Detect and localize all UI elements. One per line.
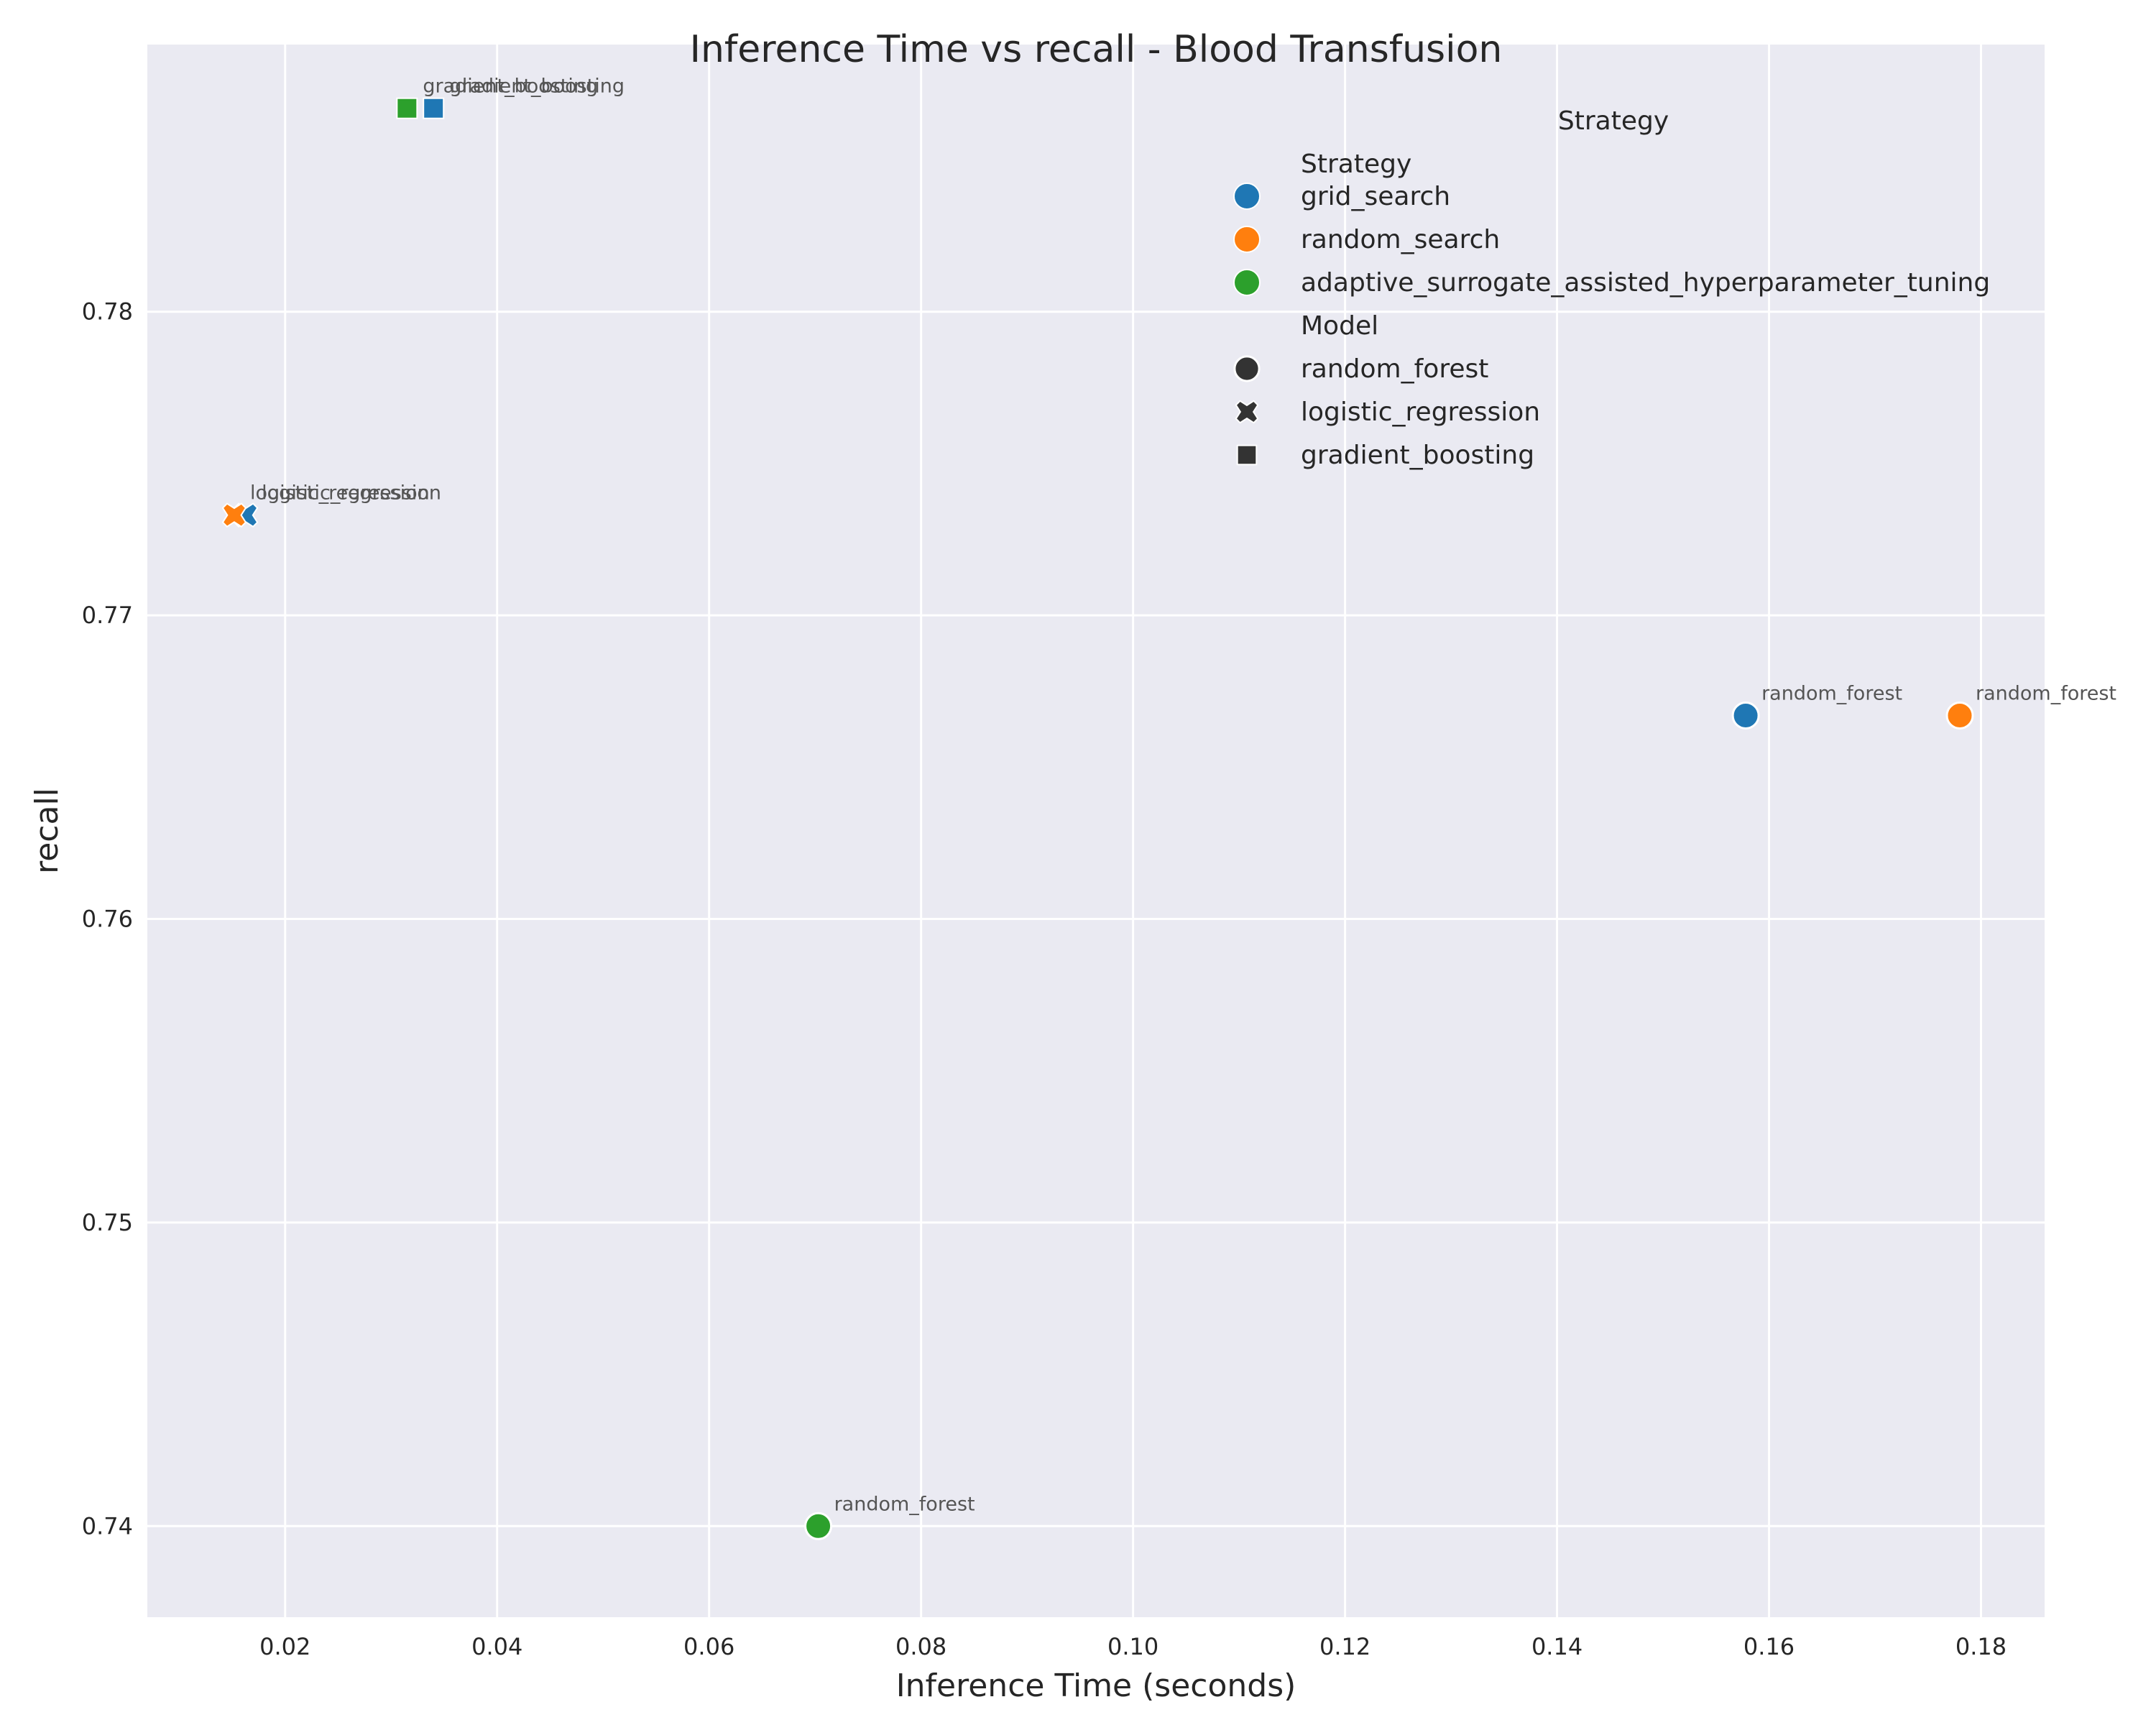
y-tick-label: 0.76	[82, 905, 133, 932]
y-tick-label: 0.77	[82, 602, 133, 629]
legend-model-marker	[1233, 355, 1261, 382]
annotation-layer: random_forest random_forestrandom_forestl…	[250, 75, 2116, 1516]
legend-title: Strategy	[1558, 106, 1669, 136]
legend: Strategy Strategy Model grid_searchrando…	[1233, 106, 1990, 470]
legend-model-marker	[1235, 400, 1259, 424]
data-point-random_forest	[1731, 701, 1760, 730]
legend-strategy-marker	[1233, 183, 1261, 210]
tick-layer: 0.02 0.04 0.06 0.08 0.10 0.12 0.14 0.16 0.18 0.74…	[82, 298, 2007, 1660]
data-point-random_forest	[1945, 701, 1974, 730]
x-tick-label: 0.18	[1955, 1633, 2007, 1660]
legend-model-header: Model	[1301, 311, 1378, 341]
point-label: random_forest	[1976, 682, 2116, 704]
point-label: gradient_boosting	[449, 75, 625, 98]
y-tick-label: 0.74	[82, 1512, 133, 1540]
y-tick-label: 0.75	[82, 1209, 133, 1236]
legend-model-label: random_forest	[1301, 354, 1488, 384]
y-tick-label: 0.78	[82, 298, 133, 326]
x-tick-label: 0.16	[1743, 1633, 1795, 1660]
legend-strategy-label: random_search	[1301, 225, 1500, 254]
chart-title: Inference Time vs recall - Blood Transfu…	[690, 28, 1503, 71]
point-label: random_forest	[834, 1493, 975, 1515]
grid-layer	[147, 45, 2045, 1617]
data-point-random_forest	[804, 1512, 833, 1540]
legend-strategy-header: Strategy	[1301, 150, 1411, 179]
x-axis-label: Inference Time (seconds)	[896, 1668, 1296, 1704]
legend-strategy-marker	[1233, 226, 1261, 253]
data-point-logistic_regression	[221, 502, 247, 528]
x-tick-label: 0.02	[259, 1633, 310, 1660]
data-point-gradient_boosting	[423, 97, 445, 119]
x-tick-label: 0.14	[1531, 1633, 1583, 1660]
point-label: logistic_regression	[262, 482, 441, 505]
legend-model-label: logistic_regression	[1301, 397, 1540, 427]
point-label: gradient_boosting	[423, 75, 598, 98]
y-axis-label: recall	[29, 788, 65, 874]
x-tick-label: 0.12	[1319, 1633, 1370, 1660]
point-label: logistic_regression	[250, 482, 430, 505]
data-point-gradient_boosting	[396, 97, 418, 119]
x-tick-label: 0.10	[1107, 1633, 1158, 1660]
legend-strategy-marker	[1233, 269, 1261, 296]
point-label: random_forest	[1761, 682, 1902, 704]
x-tick-label: 0.06	[683, 1633, 734, 1660]
legend-strategy-label: grid_search	[1301, 182, 1450, 211]
point-layer	[221, 97, 1974, 1540]
legend-strategy-label: adaptive_surrogate_assisted_hyperparamet…	[1301, 268, 1990, 298]
legend-model-marker	[1236, 444, 1258, 466]
legend-items: grid_search random_search adaptive_surroga…	[1233, 182, 1990, 470]
plot-background	[147, 45, 2045, 1617]
x-tick-label: 0.04	[471, 1633, 522, 1660]
legend-model-label: gradient_boosting	[1301, 441, 1534, 470]
x-tick-label: 0.08	[895, 1633, 946, 1660]
